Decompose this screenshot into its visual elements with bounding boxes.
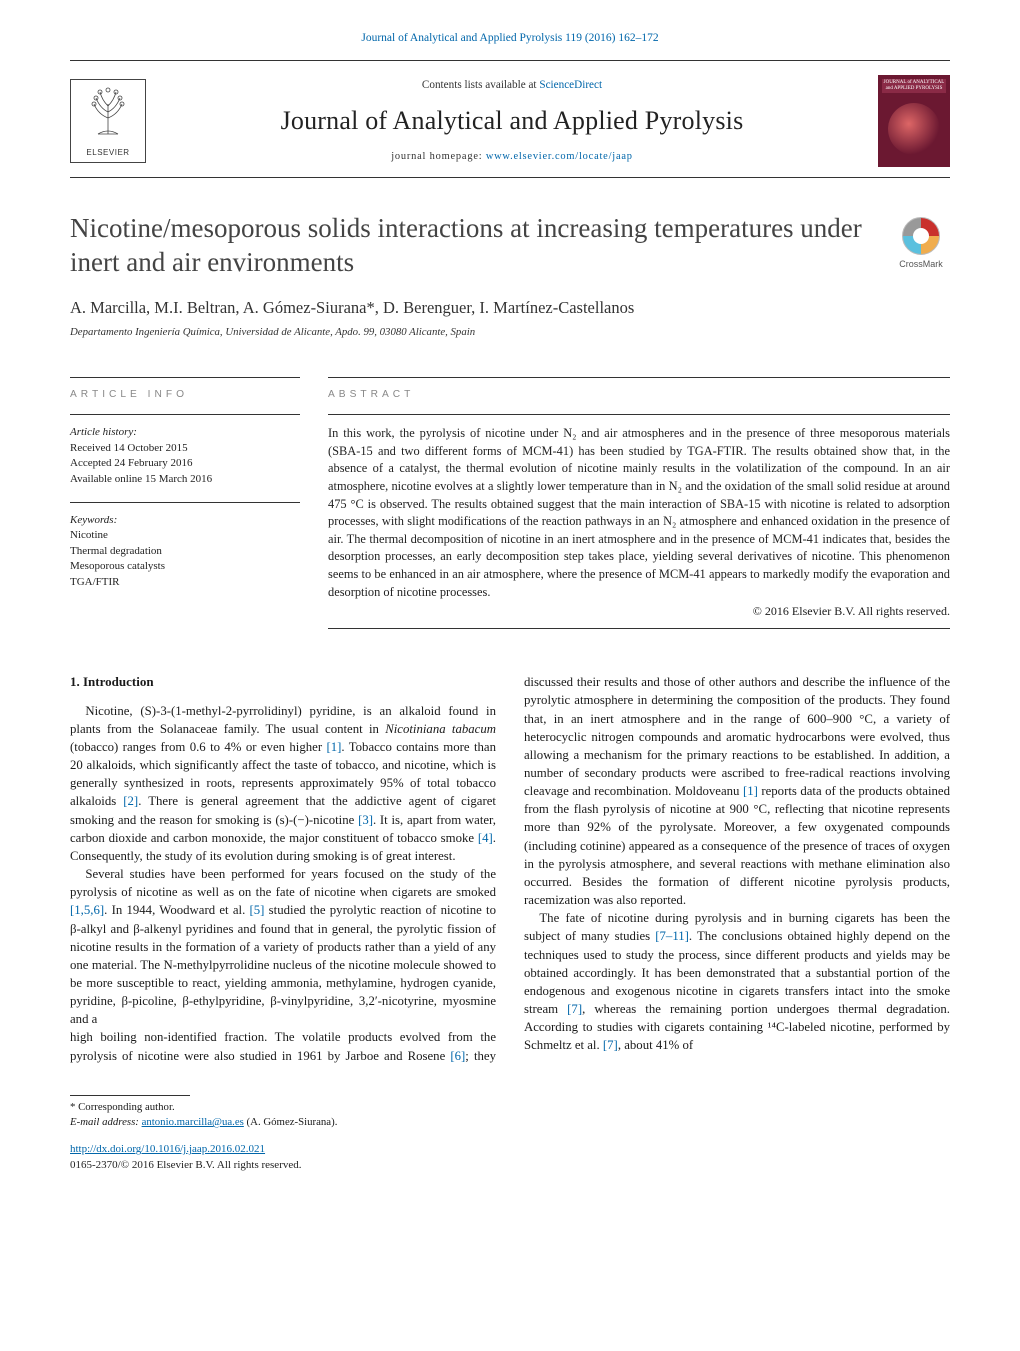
body-text: high boiling non-identified fraction. Th… (70, 1030, 496, 1062)
elsevier-tree-icon (84, 84, 132, 136)
section-heading: 1. Introduction (70, 673, 496, 691)
abs-rule (328, 377, 950, 378)
sciencedirect-link[interactable]: ScienceDirect (539, 79, 602, 91)
crossmark-badge[interactable]: CrossMark (892, 216, 950, 271)
homepage-link[interactable]: www.elsevier.com/locate/jaap (486, 151, 633, 162)
meta-rule (70, 377, 300, 378)
elsevier-wordmark: ELSEVIER (86, 147, 129, 158)
citation-link[interactable]: [1] (743, 784, 758, 798)
contents-line: Contents lists available at ScienceDirec… (164, 78, 860, 94)
masthead-center: Contents lists available at ScienceDirec… (164, 78, 860, 166)
copyright-line: © 2016 Elsevier B.V. All rights reserved… (328, 603, 950, 620)
body-text: , about 41% of (618, 1038, 693, 1052)
journal-cover-thumb: JOURNAL of ANALYTICAL and APPLIED PYROLY… (878, 75, 950, 167)
keywords-label: Keywords: (70, 513, 300, 529)
body-paragraph: Several studies have been performed for … (70, 865, 496, 1028)
email-person: (A. Gómez-Siurana). (244, 1116, 338, 1128)
abstract-text: In this work, the pyrolysis of nicotine … (328, 425, 950, 601)
meta-rule-3 (70, 502, 300, 503)
meta-rule-2 (70, 414, 300, 415)
online-date: Available online 15 March 2016 (70, 472, 300, 488)
body-text: reports data of the products obtained fr… (524, 784, 950, 907)
body-text: , whereas the remaining portion undergoe… (524, 1002, 950, 1052)
body-text: studied the pyrolytic reaction of nicoti… (70, 903, 496, 1026)
author-email-link[interactable]: antonio.marcilla@ua.es (142, 1116, 244, 1128)
corresponding-author: * Corresponding author. (70, 1100, 950, 1115)
citation-link[interactable]: [1,5,6] (70, 903, 104, 917)
body-columns: 1. Introduction Nicotine, (S)-3-(1-methy… (0, 639, 1020, 1065)
crossmark-label: CrossMark (899, 258, 943, 271)
abstract-block: ABSTRACT In this work, the pyrolysis of … (328, 373, 950, 640)
abstract-heading: ABSTRACT (328, 388, 950, 402)
citation-link[interactable]: [4] (478, 831, 493, 845)
citation-link[interactable]: [7] (603, 1038, 618, 1052)
accepted-date: Accepted 24 February 2016 (70, 456, 300, 472)
elsevier-logo: ELSEVIER (70, 79, 146, 163)
cover-art-icon (888, 103, 940, 155)
history-label: Article history: (70, 425, 300, 441)
keyword: TGA/FTIR (70, 575, 300, 591)
contents-prefix: Contents lists available at (422, 79, 539, 91)
citation-link[interactable]: [1] (326, 740, 341, 754)
abs-rule-2 (328, 414, 950, 415)
citation-link[interactable]: [5] (250, 903, 265, 917)
article-title: Nicotine/mesoporous solids interactions … (70, 212, 876, 280)
authors-line: A. Marcilla, M.I. Beltran, A. Gómez-Siur… (0, 286, 1020, 323)
body-text: (tobacco) ranges from 0.6 to 4% or even … (70, 740, 326, 754)
keyword: Thermal degradation (70, 544, 300, 560)
body-text: . In 1944, Woodward et al. (104, 903, 249, 917)
running-head: Journal of Analytical and Applied Pyroly… (0, 0, 1020, 60)
body-paragraph: The fate of nicotine during pyrolysis an… (524, 909, 950, 1054)
affiliation: Departamento Ingeniería Química, Univers… (0, 323, 1020, 344)
abs-rule-3 (328, 628, 950, 629)
citation-link[interactable]: [7] (567, 1002, 582, 1016)
species-name: Nicotiniana tabacum (385, 722, 496, 736)
body-text: Several studies have been performed for … (70, 867, 496, 899)
body-paragraph: Nicotine, (S)-3-(1-methyl-2-pyrrolidinyl… (70, 702, 496, 865)
doi-link[interactable]: http://dx.doi.org/10.1016/j.jaap.2016.02… (70, 1142, 950, 1158)
crossmark-icon (901, 216, 941, 256)
homepage-prefix: journal homepage: (391, 151, 486, 162)
article-info-block: ARTICLE INFO Article history: Received 1… (70, 373, 300, 640)
masthead: ELSEVIER Contents lists available at Sci… (0, 61, 1020, 177)
email-label: E-mail address: (70, 1116, 142, 1128)
journal-name: Journal of Analytical and Applied Pyroly… (164, 103, 860, 140)
citation-link[interactable]: [2] (123, 794, 138, 808)
citation-link[interactable]: [7–11] (655, 929, 689, 943)
cover-title-bar: JOURNAL of ANALYTICAL and APPLIED PYROLY… (882, 79, 946, 93)
footnote-rule (70, 1095, 190, 1096)
citation-link[interactable]: [3] (358, 813, 373, 827)
keyword: Nicotine (70, 528, 300, 544)
keyword: Mesoporous catalysts (70, 559, 300, 575)
received-date: Received 14 October 2015 (70, 441, 300, 457)
homepage-line: journal homepage: www.elsevier.com/locat… (164, 150, 860, 165)
article-info-heading: ARTICLE INFO (70, 388, 300, 402)
footer: * Corresponding author. E-mail address: … (0, 1065, 1020, 1198)
email-line: E-mail address: antonio.marcilla@ua.es (… (70, 1115, 950, 1130)
issn-line: 0165-2370/© 2016 Elsevier B.V. All right… (70, 1158, 950, 1174)
citation-link[interactable]: [6] (450, 1049, 465, 1063)
